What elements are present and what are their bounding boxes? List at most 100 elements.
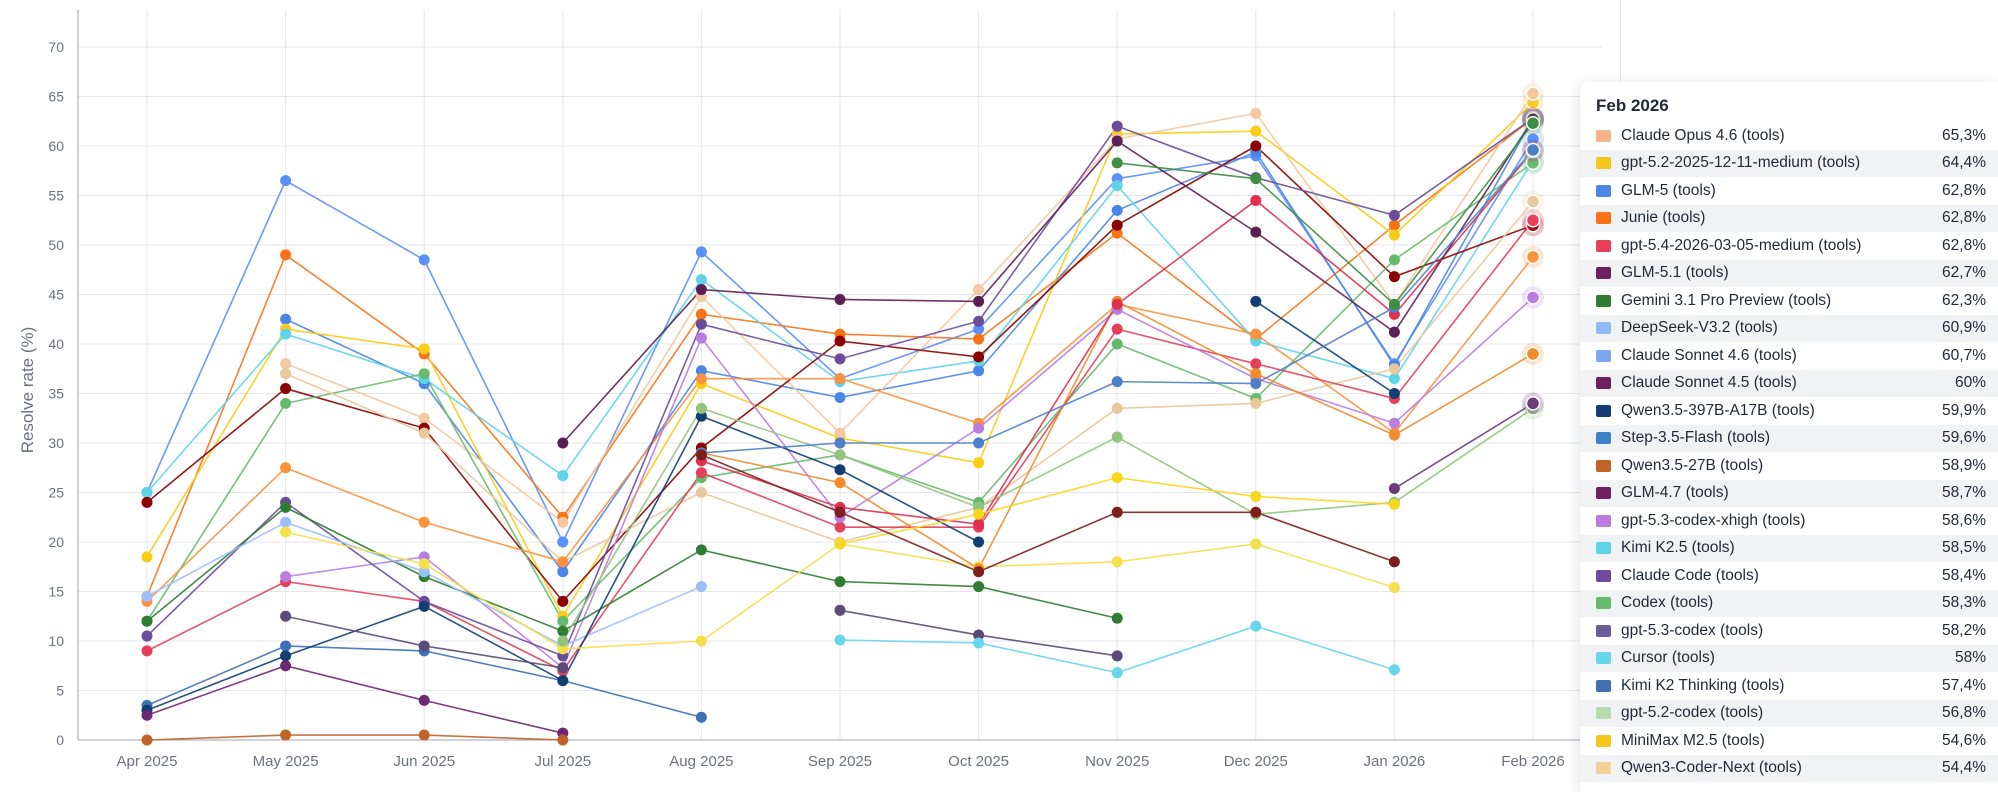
data-point[interactable]	[695, 308, 707, 320]
data-point[interactable]	[418, 600, 430, 612]
data-point[interactable]	[1250, 378, 1262, 390]
data-point[interactable]	[1525, 346, 1541, 362]
data-point[interactable]	[1388, 209, 1400, 221]
data-point[interactable]	[1111, 298, 1123, 310]
data-point[interactable]	[1525, 194, 1541, 209]
data-point[interactable]	[280, 313, 292, 325]
data-point[interactable]	[280, 368, 292, 380]
data-point[interactable]	[1111, 556, 1123, 568]
data-point[interactable]	[1388, 326, 1400, 338]
data-point[interactable]	[1525, 396, 1541, 411]
data-point[interactable]	[1250, 107, 1262, 119]
data-point[interactable]	[1388, 417, 1400, 429]
data-point[interactable]	[695, 284, 707, 296]
data-point[interactable]	[1525, 115, 1541, 131]
data-point[interactable]	[695, 711, 707, 723]
data-point[interactable]	[834, 353, 846, 365]
data-point[interactable]	[557, 625, 569, 637]
data-point[interactable]	[141, 709, 153, 721]
series-points[interactable]	[141, 82, 1545, 746]
data-point[interactable]	[1111, 180, 1123, 192]
data-point[interactable]	[280, 571, 292, 583]
data-point[interactable]	[1111, 402, 1123, 414]
data-point[interactable]	[695, 581, 707, 593]
data-point[interactable]	[1388, 388, 1400, 399]
data-point[interactable]	[834, 477, 846, 489]
data-point[interactable]	[1111, 323, 1123, 335]
data-point[interactable]	[973, 351, 985, 363]
data-point[interactable]	[557, 643, 569, 655]
data-point[interactable]	[834, 634, 846, 646]
data-point[interactable]	[557, 662, 569, 674]
data-point[interactable]	[1250, 368, 1262, 380]
data-point[interactable]	[834, 449, 846, 461]
data-point[interactable]	[280, 526, 292, 538]
data-point[interactable]	[1388, 582, 1400, 594]
data-point[interactable]	[280, 501, 292, 513]
data-point[interactable]	[834, 464, 846, 476]
data-point[interactable]	[1388, 556, 1400, 568]
data-point[interactable]	[280, 729, 292, 741]
data-point[interactable]	[973, 365, 985, 377]
data-point[interactable]	[1250, 194, 1262, 206]
data-point[interactable]	[834, 538, 846, 550]
data-point[interactable]	[1111, 219, 1123, 231]
data-point[interactable]	[1388, 373, 1400, 385]
data-point[interactable]	[1111, 376, 1123, 388]
data-point[interactable]	[557, 635, 569, 647]
data-point[interactable]	[418, 729, 430, 741]
data-point[interactable]	[1111, 667, 1123, 679]
data-point[interactable]	[1111, 431, 1123, 443]
data-point[interactable]	[280, 397, 292, 409]
data-point[interactable]	[280, 516, 292, 528]
data-point[interactable]	[695, 373, 707, 385]
data-point[interactable]	[1250, 506, 1262, 518]
data-point[interactable]	[973, 457, 985, 469]
data-point[interactable]	[1111, 157, 1123, 169]
data-point[interactable]	[557, 675, 569, 687]
data-point[interactable]	[280, 462, 292, 474]
data-point[interactable]	[1250, 125, 1262, 137]
data-point[interactable]	[418, 640, 430, 652]
data-point[interactable]	[418, 516, 430, 528]
data-point[interactable]	[557, 556, 569, 568]
data-point[interactable]	[280, 640, 292, 652]
data-point[interactable]	[1388, 229, 1400, 241]
data-point[interactable]	[695, 318, 707, 330]
data-point[interactable]	[141, 496, 153, 508]
data-point[interactable]	[695, 449, 707, 461]
data-point[interactable]	[418, 412, 430, 424]
data-point[interactable]	[834, 373, 846, 385]
data-point[interactable]	[418, 558, 430, 570]
data-point[interactable]	[695, 274, 707, 286]
data-point[interactable]	[1250, 295, 1262, 307]
data-point[interactable]	[1388, 429, 1400, 441]
data-point[interactable]	[973, 566, 985, 578]
data-point[interactable]	[1525, 142, 1541, 158]
data-point[interactable]	[973, 315, 985, 327]
data-point[interactable]	[1525, 290, 1541, 305]
data-point[interactable]	[834, 427, 846, 439]
data-point[interactable]	[973, 323, 985, 335]
data-point[interactable]	[280, 358, 292, 370]
data-point[interactable]	[973, 536, 985, 548]
data-point[interactable]	[834, 437, 846, 449]
data-point[interactable]	[834, 335, 846, 347]
data-point[interactable]	[1388, 219, 1400, 231]
data-point[interactable]	[1388, 298, 1400, 310]
data-point[interactable]	[557, 734, 569, 746]
data-point[interactable]	[418, 343, 430, 355]
data-point[interactable]	[418, 427, 430, 439]
data-point[interactable]	[834, 391, 846, 403]
data-point[interactable]	[1388, 271, 1400, 283]
data-point[interactable]	[280, 610, 292, 622]
data-point[interactable]	[1250, 397, 1262, 409]
data-point[interactable]	[695, 365, 707, 377]
data-point[interactable]	[973, 295, 985, 307]
data-point[interactable]	[695, 635, 707, 647]
data-point[interactable]	[1250, 226, 1262, 238]
data-point[interactable]	[1111, 135, 1123, 147]
data-point[interactable]	[973, 518, 985, 530]
data-point[interactable]	[1250, 328, 1262, 340]
data-point[interactable]	[557, 470, 569, 482]
